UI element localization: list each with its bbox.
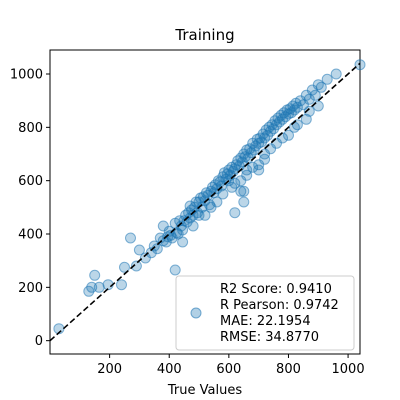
y-axis-ticks: 0 200 400 600 800 1000 <box>10 68 50 349</box>
data-point <box>291 101 303 113</box>
data-point <box>300 113 312 125</box>
data-point <box>265 143 277 155</box>
data-point <box>205 201 217 213</box>
legend-line-mae: MAE: 22.1954 <box>220 314 311 329</box>
data-point <box>169 264 181 276</box>
plot-area <box>49 49 361 355</box>
x-axis-label: True Values <box>167 383 242 398</box>
data-point <box>247 161 259 173</box>
data-point <box>157 220 169 232</box>
data-point <box>217 188 229 200</box>
legend-line-pearson: R Pearson: 0.9742 <box>220 298 339 313</box>
x-tick-label: 1000 <box>332 362 365 377</box>
data-point <box>288 121 300 133</box>
data-point <box>193 209 205 221</box>
data-point <box>354 59 366 71</box>
data-point <box>309 89 321 101</box>
x-axis-ticks: 200 400 600 800 1000 <box>97 354 365 377</box>
data-point <box>199 209 211 221</box>
x-tick-label: 200 <box>97 362 122 377</box>
y-tick-label: 600 <box>18 174 43 189</box>
legend-line-r2: R2 Score: 0.9410 <box>220 282 332 297</box>
y-tick-label: 800 <box>18 121 43 136</box>
data-point <box>177 236 189 248</box>
y-tick-label: 1000 <box>10 68 43 83</box>
data-point <box>187 220 199 232</box>
data-point <box>145 247 157 259</box>
data-point <box>283 129 294 141</box>
data-point <box>238 196 250 208</box>
data-point <box>229 207 241 219</box>
data-point <box>89 269 101 281</box>
data-point <box>229 177 241 189</box>
x-tick-label: 600 <box>216 362 241 377</box>
data-point <box>119 261 130 273</box>
data-point <box>130 260 142 272</box>
data-point <box>330 68 342 80</box>
data-point <box>235 185 247 197</box>
legend-box <box>175 275 355 351</box>
y-tick-label: 200 <box>18 281 43 296</box>
data-point <box>253 164 265 176</box>
data-point <box>133 244 145 256</box>
identity-reference-line <box>49 62 361 342</box>
data-point <box>312 100 324 112</box>
data-point <box>315 81 327 93</box>
y-tick-label: 400 <box>18 228 43 243</box>
data-point <box>241 169 253 181</box>
data-point <box>86 281 98 293</box>
data-point <box>277 132 288 144</box>
legend-line-rmse: RMSE: 34.8770 <box>220 330 319 345</box>
data-point <box>238 185 250 197</box>
legend: R2 Score: 0.9410 R Pearson: 0.9742 MAE: … <box>175 275 355 351</box>
data-point <box>125 232 136 244</box>
legend-marker <box>190 307 202 319</box>
chart-title: Training <box>174 26 234 44</box>
x-tick-label: 400 <box>157 362 182 377</box>
data-point <box>116 279 127 291</box>
data-point <box>303 105 315 117</box>
data-point <box>259 153 271 165</box>
x-tick-label: 800 <box>276 362 301 377</box>
data-point <box>321 73 333 85</box>
y-tick-label: 0 <box>35 334 43 349</box>
